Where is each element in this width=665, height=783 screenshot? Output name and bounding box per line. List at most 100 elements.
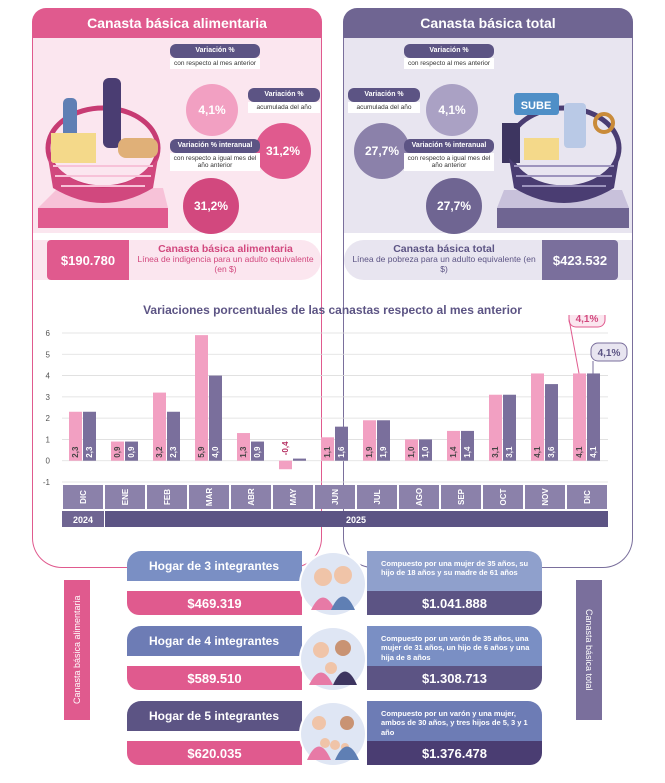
y-tick-label: -1	[43, 478, 51, 487]
cba-bar	[405, 439, 418, 461]
cba-bar	[363, 420, 376, 461]
category-label: FEB	[163, 489, 172, 505]
category-label: ENE	[121, 488, 130, 505]
category-label: SEP	[457, 488, 466, 505]
data-label: 1,4	[463, 446, 472, 458]
category-tab	[483, 485, 523, 509]
data-label: 1,0	[407, 446, 416, 458]
cba-bar	[447, 430, 460, 461]
data-label: 1,4	[449, 446, 458, 458]
cbt-bar	[461, 430, 474, 461]
household-title: Hogar de 3 integrantes	[127, 551, 302, 581]
y-tick-label: 3	[46, 393, 51, 402]
family-avatar	[299, 626, 367, 692]
cba-bar	[573, 373, 586, 461]
year-label-2024: 2024	[73, 515, 93, 525]
family-avatar	[299, 701, 367, 767]
cba-bar	[153, 392, 166, 461]
cba-var-interanual-value: 31,2%	[183, 178, 239, 234]
callout-cba-leader	[568, 318, 580, 374]
y-tick-label: 0	[46, 457, 51, 466]
cba-var-accum-value: 31,2%	[255, 123, 311, 179]
cbt-var-interanual-value: 27,7%	[426, 178, 482, 234]
category-label: NOV	[541, 488, 550, 506]
shopping-basket-icon: SUBE	[497, 93, 629, 228]
tag-title: Variación %	[404, 44, 494, 58]
year-bar-2025	[105, 511, 608, 527]
bar-chart: 6 5 4 3 2 1 0 -1 2,3 2,3 DIC 0,9 0,9 ENE 3,2 2,3 FEB 5,9 4…	[43, 315, 628, 527]
data-label: 0,9	[113, 446, 122, 458]
data-label: 3,1	[505, 446, 514, 458]
category-label: ABR	[247, 488, 256, 506]
household-cbt: $1.376.478	[367, 741, 542, 765]
category-label: DIC	[79, 490, 88, 504]
data-label: 2,3	[71, 446, 80, 458]
household-cba: $589.510	[127, 666, 302, 690]
family-icon	[307, 716, 359, 760]
data-label: 0,9	[253, 446, 262, 458]
category-tab	[357, 485, 397, 509]
family-icon	[311, 566, 355, 610]
tag-title: Variación %	[248, 88, 320, 102]
household-title: Hogar de 5 integrantes	[127, 701, 302, 731]
cba-price-title: Canasta básica alimentaria	[158, 243, 293, 255]
household-cba: $469.319	[127, 591, 302, 615]
callout-cbt	[590, 342, 628, 362]
data-label: 5,9	[197, 446, 206, 458]
cbt-bar	[587, 373, 600, 461]
cba-var-interanual-tag: Variación % interanual con respecto a ig…	[170, 139, 260, 171]
cbt-bar	[167, 411, 180, 461]
cbt-bar	[125, 441, 138, 461]
category-label: DIC	[583, 490, 592, 504]
data-label: 1,1	[323, 446, 332, 458]
data-label: 2,3	[85, 446, 94, 458]
household-cbt: $1.308.713	[367, 666, 542, 690]
tag-title: Variación %	[170, 44, 260, 58]
tag-sub: acumulada del año	[348, 101, 420, 113]
data-label: 1,9	[379, 446, 388, 458]
cba-price-desc: Línea de indigencia para un adulto equiv…	[137, 254, 314, 274]
data-label: 4,1	[575, 446, 584, 458]
cbt-var-accum-tag: Variación % acumulada del año	[348, 88, 420, 113]
cbt-header: Canasta básica total	[343, 8, 633, 38]
cba-price: $190.780	[47, 240, 129, 280]
data-label: 1,9	[365, 446, 374, 458]
cba-price-bar: $190.780 Canasta básica alimentaria Líne…	[33, 240, 321, 280]
cbt-bar	[83, 411, 96, 461]
y-tick-label: 1	[46, 435, 51, 444]
cbt-bar	[209, 375, 222, 461]
cba-side-label: Canasta básica alimentaria	[64, 580, 90, 720]
data-label: 3,6	[547, 446, 556, 458]
data-label: 3,1	[491, 446, 500, 458]
cbt-var-monthly-value: 4,1%	[426, 84, 478, 136]
household-3: Hogar de 3 integrantes $469.319 Compuest…	[127, 551, 542, 617]
cbt-bar	[545, 384, 558, 461]
cba-var-monthly-tag: Variación % con respecto al mes anterior	[170, 44, 260, 69]
cbt-bar	[419, 439, 432, 461]
cba-panel: Variación % con respecto al mes anterior…	[33, 38, 321, 234]
household-desc: Compuesto por una mujer de 35 años, su h…	[367, 551, 542, 591]
tag-sub: con respecto al mes anterior	[170, 57, 260, 69]
data-label: 0,1	[295, 446, 304, 458]
tag-title: Variación % interanual	[170, 139, 260, 153]
household-desc: Compuesto por un varón y una mujer, ambo…	[367, 701, 542, 741]
cbt-var-interanual-tag: Variación % interanual con respecto a ig…	[404, 139, 494, 171]
cbt-bar	[293, 458, 306, 461]
category-label: AGO	[415, 488, 424, 506]
cbt-price-desc: Línea de pobreza para un adulto equivale…	[352, 254, 536, 274]
data-label: 1,6	[337, 446, 346, 458]
category-label: OCT	[499, 488, 508, 505]
cbt-bar	[377, 420, 390, 461]
cba-bar	[195, 335, 208, 461]
category-label: MAY	[289, 488, 298, 506]
data-label: 2,3	[169, 446, 178, 458]
cbt-price-caption: Canasta básica total Línea de pobreza pa…	[349, 243, 539, 275]
category-tab	[231, 485, 271, 509]
household-cba: $620.035	[127, 741, 302, 765]
data-label: 0,9	[127, 446, 136, 458]
household-desc: Compuesto por un varón de 35 años, una m…	[367, 626, 542, 666]
cba-bar	[279, 460, 292, 470]
cbt-var-accum-value: 27,7%	[354, 123, 410, 179]
family-icon	[309, 640, 357, 685]
cbt-price: $423.532	[542, 240, 618, 280]
